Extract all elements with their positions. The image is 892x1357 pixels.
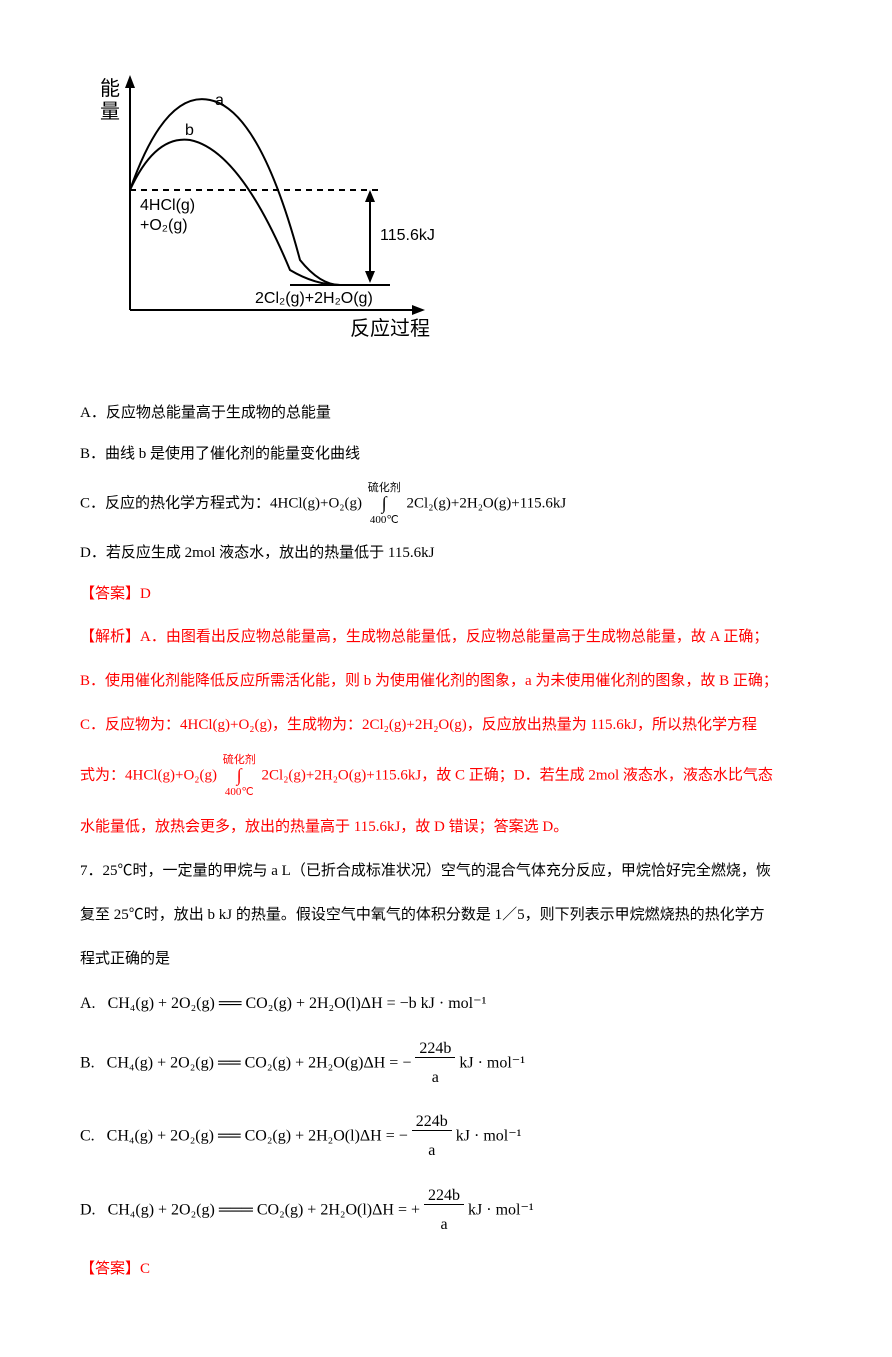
- svg-text:反应过程: 反应过程: [350, 317, 430, 340]
- eq-b-post: kJ · mol⁻¹: [459, 1054, 525, 1071]
- frac-b: 224b a: [415, 1035, 455, 1093]
- eq-b-label: B.: [80, 1054, 95, 1071]
- energy-diagram: 能 量 反应过程 115.6kJ a b 4HCl(g) +O₂(g) 2Cl₂…: [80, 60, 812, 370]
- explanation-a: 【解析】A．由图看出反应物总能量高，生成物总能量低，反应物总能量高于生成物总能量…: [80, 622, 812, 652]
- question-7-line2: 复至 25℃时，放出 b kJ 的热量。假设空气中氧气的体积分数是 1／5，则下…: [80, 900, 812, 930]
- exp-c-pre: 式为：4HCl(g)+O₂(g): [80, 767, 217, 783]
- question-7-line1: 7．25℃时，一定量的甲烷与 a L（已折合成标准状况）空气的混合气体充分反应，…: [80, 856, 812, 886]
- option-c-pre: C．反应的热化学方程式为：4HCl(g)+O₂(g): [80, 495, 362, 511]
- eq-c-pre: CH₄(g) + 2O₂(g) ══ CO₂(g) + 2H₂O(l)ΔH = …: [107, 1128, 408, 1145]
- eq-option-c: C. CH₄(g) + 2O₂(g) ══ CO₂(g) + 2H₂O(l)ΔH…: [80, 1108, 812, 1166]
- frac-c-bot: a: [424, 1142, 439, 1159]
- catalyst-symbol-2: 硫化剂 ∫ 400℃: [223, 754, 256, 798]
- frac-c-top: 224b: [412, 1113, 452, 1131]
- frac-d-bot: a: [436, 1216, 451, 1233]
- svg-text:+O₂(g): +O₂(g): [140, 217, 188, 234]
- answer-6: 【答案】D: [80, 581, 812, 608]
- frac-b-bot: a: [428, 1069, 443, 1086]
- eq-c-label: C.: [80, 1128, 95, 1145]
- svg-text:量: 量: [100, 101, 120, 123]
- eq-c-post: kJ · mol⁻¹: [456, 1128, 522, 1145]
- explanation-b: B．使用催化剂能降低反应所需活化能，则 b 为使用催化剂的图象，a 为未使用催化…: [80, 666, 812, 696]
- eq-d-pre: CH₄(g) + 2O₂(g) ═══ CO₂(g) + 2H₂O(l)ΔH =…: [108, 1201, 420, 1218]
- explanation-c-line2: 式为：4HCl(g)+O₂(g) 硫化剂 ∫ 400℃ 2Cl₂(g)+2H₂O…: [80, 754, 812, 798]
- eq-d-label: D.: [80, 1201, 96, 1218]
- svg-text:4HCl(g): 4HCl(g): [140, 197, 195, 214]
- eq-a-label: A.: [80, 995, 96, 1012]
- eq-option-a: A. CH₄(g) + 2O₂(g) ══ CO₂(g) + 2H₂O(l)ΔH…: [80, 990, 812, 1019]
- exp-c-post: 2Cl₂(g)+2H₂O(g)+115.6kJ，故 C 正确；D．若生成 2mo…: [262, 767, 773, 783]
- question-7-line3: 程式正确的是: [80, 944, 812, 974]
- frac-b-top: 224b: [415, 1040, 455, 1058]
- catalyst-bot-2: 400℃: [225, 786, 254, 798]
- frac-c: 224b a: [412, 1108, 452, 1166]
- eq-d-post: kJ · mol⁻¹: [468, 1201, 534, 1218]
- svg-text:b: b: [185, 122, 194, 139]
- eq-option-d: D. CH₄(g) + 2O₂(g) ═══ CO₂(g) + 2H₂O(l)Δ…: [80, 1182, 812, 1240]
- option-c-post: 2Cl₂(g)+2H₂O(g)+115.6kJ: [407, 495, 567, 511]
- answer-7: 【答案】C: [80, 1256, 812, 1283]
- eq-b-pre: CH₄(g) + 2O₂(g) ══ CO₂(g) + 2H₂O(g)ΔH = …: [107, 1054, 412, 1071]
- svg-text:a: a: [215, 92, 224, 109]
- catalyst-symbol: 硫化剂 ∫ 400℃: [368, 482, 401, 526]
- explanation-c-line1: C．反应物为：4HCl(g)+O₂(g)，生成物为：2Cl₂(g)+2H₂O(g…: [80, 710, 812, 740]
- option-c: C．反应的热化学方程式为：4HCl(g)+O₂(g) 硫化剂 ∫ 400℃ 2C…: [80, 482, 812, 526]
- svg-text:115.6kJ: 115.6kJ: [380, 227, 435, 244]
- option-a: A．反应物总能量高于生成物的总能量: [80, 400, 812, 427]
- option-d: D．若反应生成 2mol 液态水，放出的热量低于 115.6kJ: [80, 540, 812, 567]
- frac-d-top: 224b: [424, 1187, 464, 1205]
- svg-text:能: 能: [100, 77, 120, 100]
- svg-text:2Cl₂(g)+2H₂O(g): 2Cl₂(g)+2H₂O(g): [255, 290, 373, 307]
- catalyst-bot: 400℃: [370, 514, 399, 526]
- eq-a-eq: CH₄(g) + 2O₂(g) ══ CO₂(g) + 2H₂O(l)ΔH = …: [108, 995, 487, 1012]
- eq-option-b: B. CH₄(g) + 2O₂(g) ══ CO₂(g) + 2H₂O(g)ΔH…: [80, 1035, 812, 1093]
- frac-d: 224b a: [424, 1182, 464, 1240]
- diagram-svg: 能 量 反应过程 115.6kJ a b 4HCl(g) +O₂(g) 2Cl₂…: [80, 60, 460, 360]
- explanation-d: 水能量低，放热会更多，放出的热量高于 115.6kJ，故 D 错误；答案选 D。: [80, 812, 812, 842]
- option-b: B．曲线 b 是使用了催化剂的能量变化曲线: [80, 441, 812, 468]
